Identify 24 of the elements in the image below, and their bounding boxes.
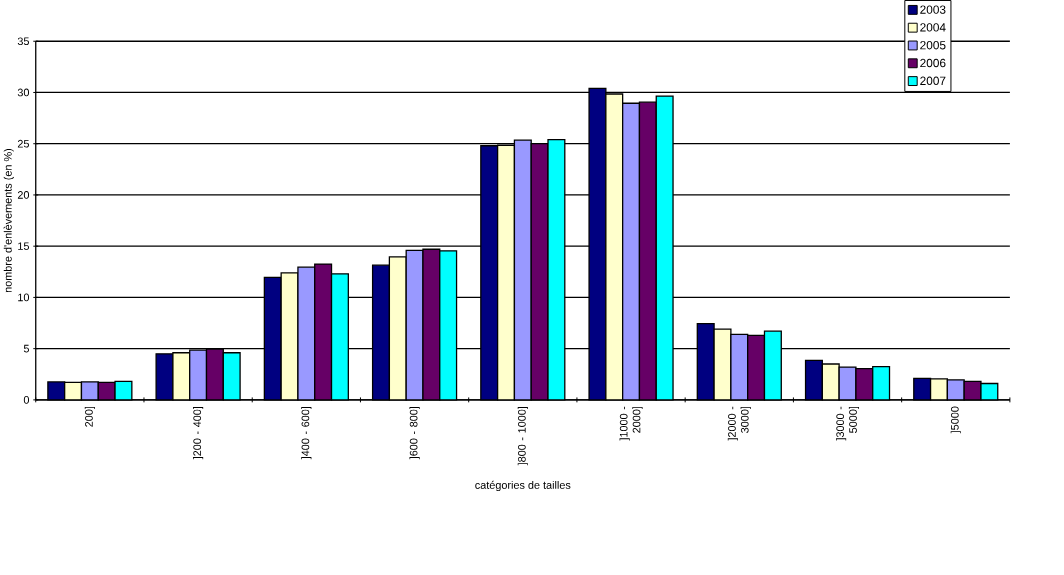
x-tick-label: ]1000 - 2000]: [619, 406, 643, 441]
x-tick-label: ]800 - 1000]: [517, 407, 528, 466]
x-tick-label: ]400 - 600]: [301, 407, 312, 460]
y-tick-label: 15: [18, 242, 29, 251]
x-axis-title: catégories de tailles: [475, 480, 571, 492]
x-tick-label: ]600 - 800]: [409, 407, 420, 460]
y-axis-title: nombre d'enlèvements (en %): [3, 149, 14, 293]
y-tick-label: 25: [17, 139, 29, 148]
y-tick-label: 30: [17, 88, 30, 97]
x-tick-label: ]5000: [950, 406, 961, 434]
y-tick-label: 20: [17, 191, 30, 199]
x-tick-label: ]200 - 400]: [193, 407, 204, 460]
y-tick-label: 5: [23, 344, 29, 353]
legend-label: 2005: [920, 41, 946, 50]
legend-label: 2003: [920, 5, 946, 14]
y-tick-label: 0: [23, 396, 30, 404]
legend-label: 2007: [920, 76, 946, 86]
x-tick-label: ]2000 - 3000]: [727, 406, 751, 441]
y-tick-label: 35: [17, 37, 29, 46]
y-tick-label: 10: [18, 293, 30, 302]
legend-label: 2004: [920, 23, 946, 32]
x-tick-label: ]3000 - 5000]: [836, 406, 860, 441]
legend-label: 2006: [920, 58, 946, 68]
x-tick-label: 200]: [84, 407, 95, 427]
